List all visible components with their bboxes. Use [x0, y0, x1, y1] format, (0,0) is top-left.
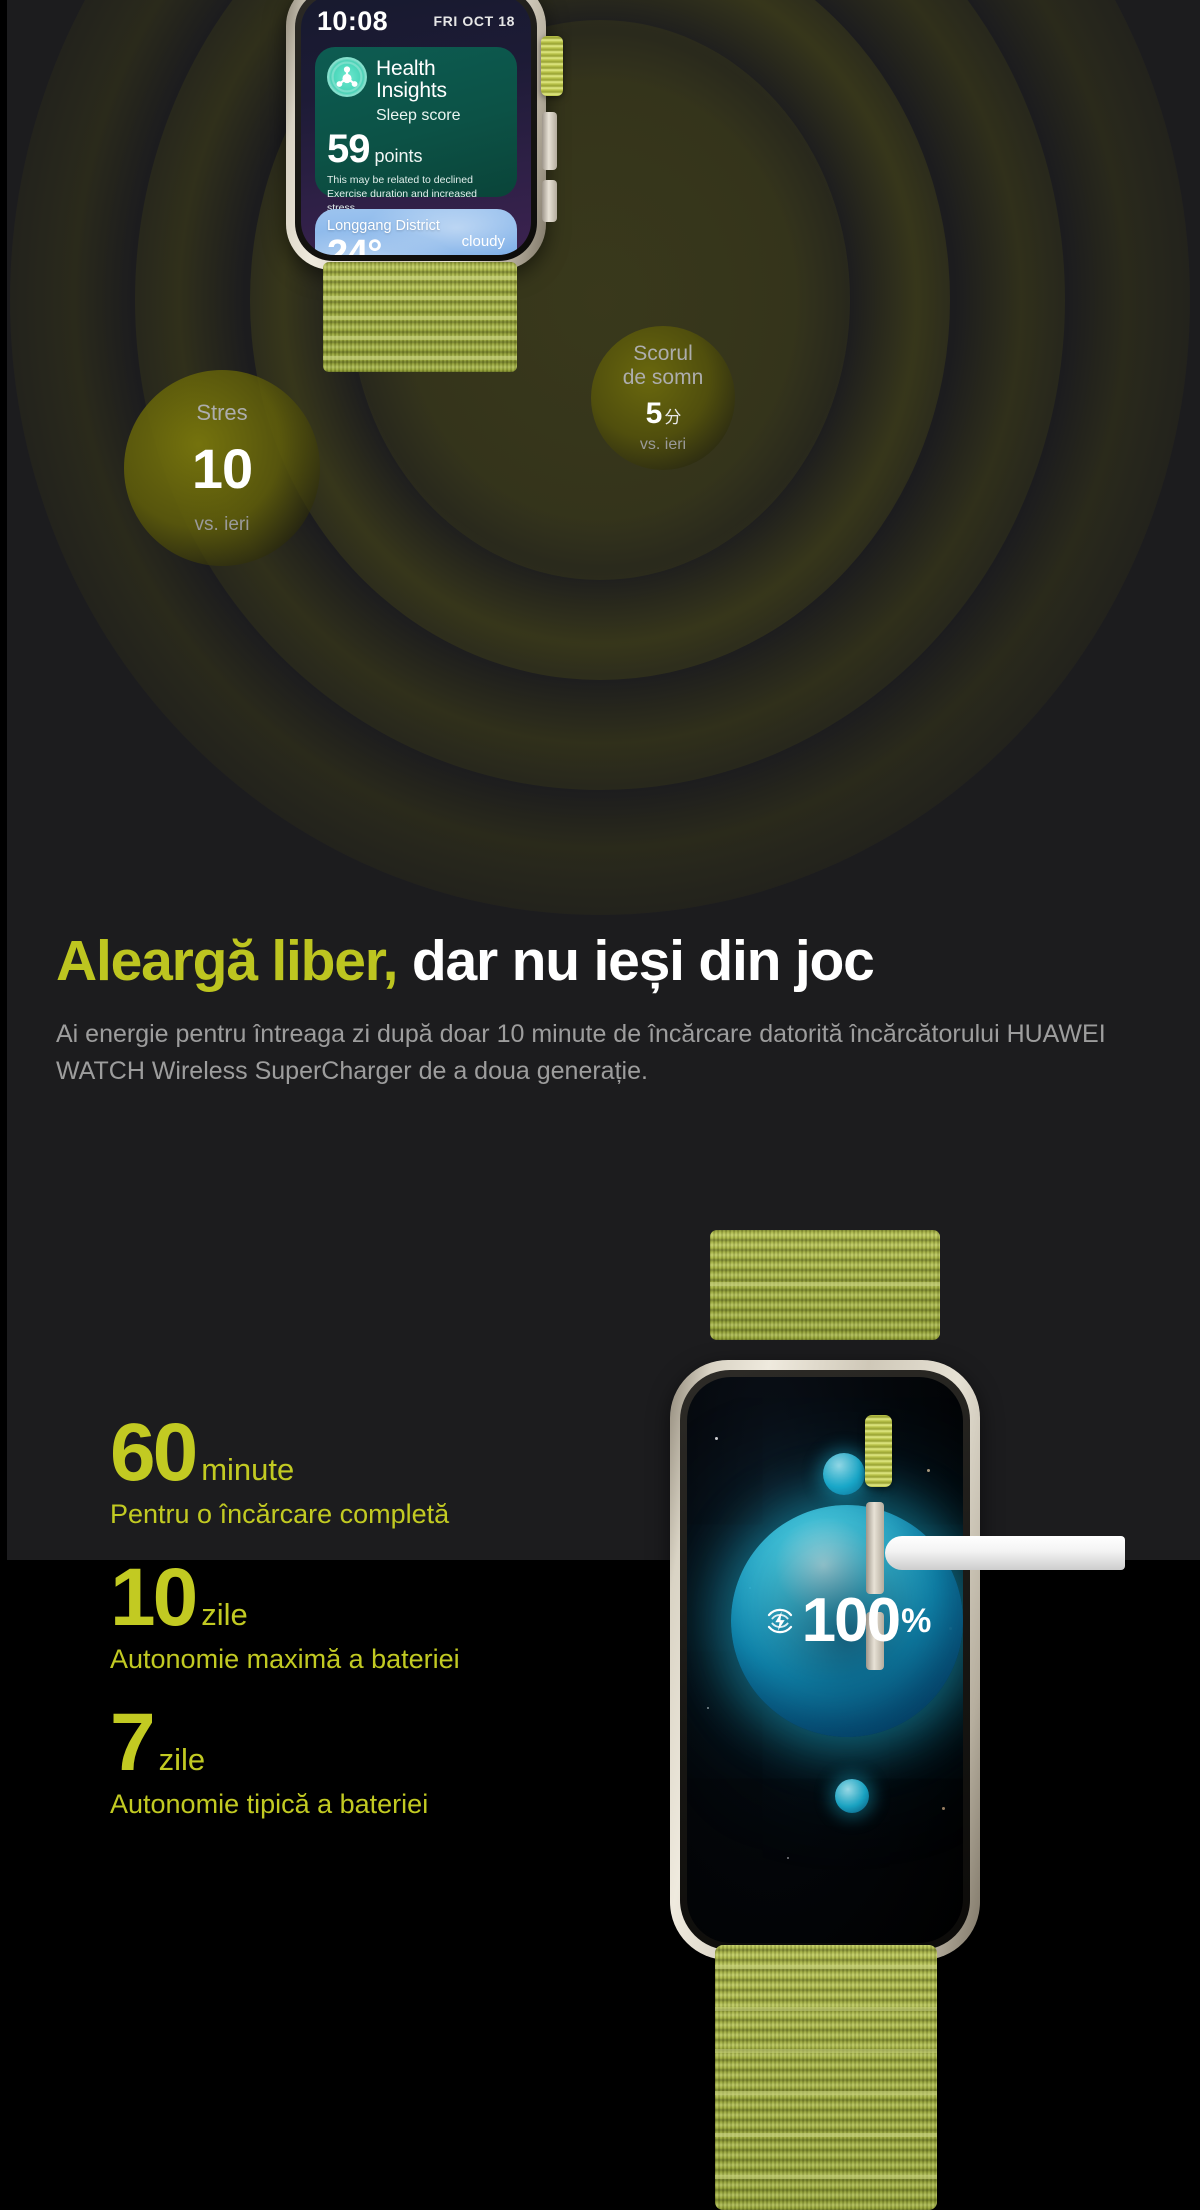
watch-band-lower-charging: [715, 1945, 937, 2210]
stat-number: 60: [110, 1407, 198, 1498]
watch-band-upper-charging: [710, 1230, 940, 1340]
health-insights-card[interactable]: Health Insights Sleep score 59 points Th…: [315, 47, 517, 214]
stat-unit: zile: [201, 1596, 248, 1632]
weather-city: Longgang District: [327, 218, 440, 234]
watch-bezel-charging: 100 %: [680, 1370, 970, 1950]
watch-bezel: 10:08 FRI OCT 18: [295, 0, 537, 261]
stat-item: 60 minute Pentru o încărcare completă: [110, 1407, 470, 1532]
star-speck: [942, 1807, 945, 1810]
sleep-bubble-label-line1: Scorul: [633, 341, 693, 365]
battery-readout: 100 %: [763, 1586, 932, 1655]
smartwatch-health-render: 10:08 FRI OCT 18: [276, 0, 576, 420]
charging-cable: [885, 1536, 1125, 1570]
stat-item: 7 zile Autonomie tipică a bateriei: [110, 1696, 470, 1822]
health-card-title: Health Insights: [376, 57, 447, 103]
stress-bubble-label: Stres: [196, 399, 248, 425]
watch-crown[interactable]: [541, 36, 563, 96]
stat-unit: minute: [201, 1452, 295, 1487]
stat-number: 10: [110, 1551, 198, 1643]
star-speck: [707, 1707, 709, 1709]
page-body-copy: Ai energie pentru întreaga zi după doar …: [56, 1019, 1106, 1086]
battery-stats-list: 60 minute Pentru o încărcare completă 10…: [0, 1407, 470, 1840]
watch-date: FRI OCT 18: [433, 13, 515, 29]
headline-rest: dar nu ieși din joc: [397, 929, 875, 993]
watch-side-button[interactable]: [542, 112, 557, 170]
weather-condition: cloudy: [461, 233, 505, 250]
sleep-bubble-suffix: 分: [664, 408, 681, 428]
marketing-copy-block: Aleargă liber, dar nu ieși din joc Ai en…: [0, 929, 1200, 1091]
watch-time: 10:08: [317, 5, 389, 36]
star-speck: [787, 1857, 789, 1859]
left-edge-strip: [0, 0, 7, 1560]
watch-case: 10:08 FRI OCT 18: [286, 0, 546, 270]
smartwatch-charging-render: 100 %: [560, 1230, 1125, 2210]
battery-percent-value: 100: [801, 1586, 901, 1655]
stat-bubble-stress: Stres 10 vs. ieri: [124, 370, 320, 566]
health-card-value: 59: [327, 127, 370, 172]
watch-case-charging: 100 %: [670, 1360, 980, 1960]
sleep-bubble-number: 5: [645, 397, 663, 431]
stat-description: Autonomie tipică a bateriei: [110, 1789, 429, 1820]
wireless-charging-bolt-icon: [767, 1608, 792, 1634]
watch-band-lower: [323, 262, 517, 372]
weather-temperature: 24°: [327, 233, 382, 255]
stress-bubble-value: 10: [191, 436, 253, 500]
stat-description: Autonomie maximă a bateriei: [110, 1644, 460, 1675]
watch-side-button-secondary[interactable]: [542, 180, 557, 222]
watch-side-button-charging[interactable]: [866, 1502, 884, 1594]
decorative-bubble-top: [823, 1453, 865, 1495]
battery-section: [0, 1560, 1200, 2200]
page-headline: Aleargă liber, dar nu ieși din joc: [56, 929, 1160, 994]
star-speck: [715, 1437, 718, 1440]
stat-number: 7: [110, 1696, 156, 1788]
stat-item: 10 zile Autonomie maximă a bateriei: [110, 1551, 470, 1677]
weather-card[interactable]: Longgang District 24° cloudy 21° / 28°: [315, 209, 517, 255]
health-insights-icon: [327, 57, 367, 97]
watch-screen: 10:08 FRI OCT 18: [301, 0, 531, 255]
headline-accent: Aleargă liber,: [56, 929, 398, 993]
stress-bubble-sub: vs. ieri: [194, 513, 250, 535]
stat-description: Pentru o încărcare completă: [110, 1499, 450, 1530]
battery-percent-sign: %: [901, 1601, 932, 1640]
star-speck: [927, 1469, 930, 1472]
watch-side-button-charging-secondary[interactable]: [866, 1612, 884, 1670]
stat-unit: zile: [158, 1741, 206, 1777]
sleep-bubble-sub: vs. ieri: [639, 435, 687, 453]
health-card-unit: points: [374, 146, 423, 167]
decorative-bubble-bottom: [835, 1779, 869, 1813]
watch-crown-charging[interactable]: [865, 1415, 892, 1487]
health-card-subtitle: Sleep score: [376, 107, 461, 125]
health-card-note: This may be related to declined Exercise…: [327, 174, 478, 214]
watch-screen-charging: 100 %: [687, 1377, 963, 1943]
watch-status-bar: 10:08 FRI OCT 18: [301, 4, 531, 38]
sleep-bubble-label-line2: de somn: [622, 366, 704, 390]
